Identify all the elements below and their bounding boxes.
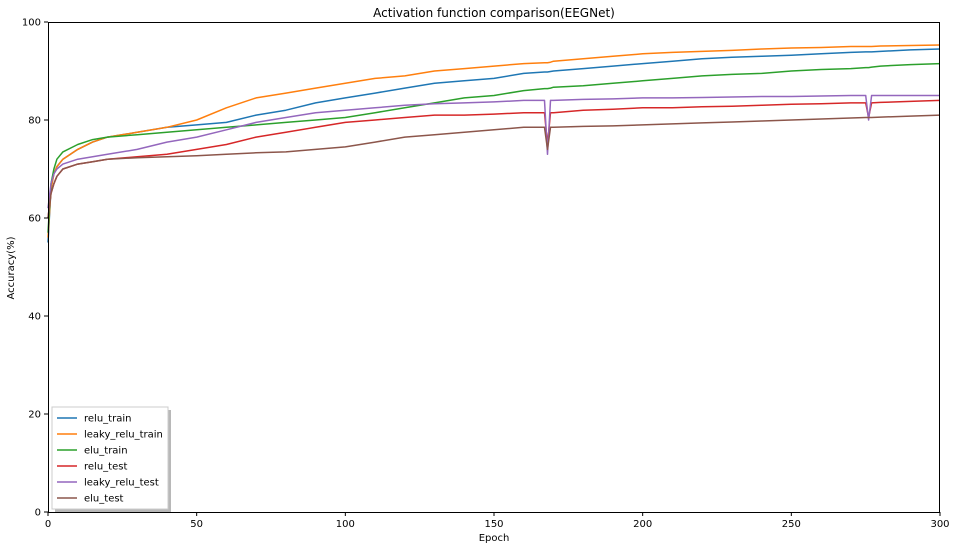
legend-label: leaky_relu_train xyxy=(84,430,163,441)
x-tick-label: 300 xyxy=(930,519,949,530)
y-tick-label: 80 xyxy=(28,116,41,127)
series-line-relu_train xyxy=(47,48,941,243)
legend-box xyxy=(51,406,169,510)
y-tick-label: 60 xyxy=(28,214,41,225)
y-tick-label: 40 xyxy=(28,312,41,323)
x-tick-label: 250 xyxy=(782,519,801,530)
x-tick-label: 100 xyxy=(336,519,355,530)
series-line-leaky_relu_test xyxy=(47,94,940,209)
chart-title: Activation function comparison(EEGNet) xyxy=(373,6,615,20)
legend-label: elu_test xyxy=(84,494,124,505)
x-axis: 0 50 100 150 200 250 300 xyxy=(45,512,950,530)
legend-label: leaky_relu_test xyxy=(84,478,159,489)
series-line-elu_train xyxy=(47,62,941,233)
x-tick-label: 50 xyxy=(190,519,203,530)
y-tick-label: 100 xyxy=(22,18,41,29)
x-tick-label: 0 xyxy=(45,519,51,530)
series-line-leaky_relu_train xyxy=(47,44,941,238)
legend: relu_train leaky_relu_train elu_train relu_… xyxy=(51,406,171,512)
y-axis-title: Accuracy(%) xyxy=(6,236,17,299)
x-axis-title: Epoch xyxy=(479,533,510,544)
x-tick-label: 200 xyxy=(633,519,652,530)
series-line-relu_test xyxy=(47,99,941,219)
legend-label: relu_train xyxy=(84,414,131,425)
x-tick-label: 150 xyxy=(484,519,503,530)
legend-label: relu_test xyxy=(84,462,127,473)
y-axis: 0 20 40 60 80 100 xyxy=(22,18,48,519)
y-tick-label: 0 xyxy=(35,508,41,519)
y-tick-label: 20 xyxy=(28,410,41,421)
legend-label: elu_train xyxy=(84,446,128,457)
series-line-elu_test xyxy=(47,114,941,219)
plot-area xyxy=(47,44,941,243)
